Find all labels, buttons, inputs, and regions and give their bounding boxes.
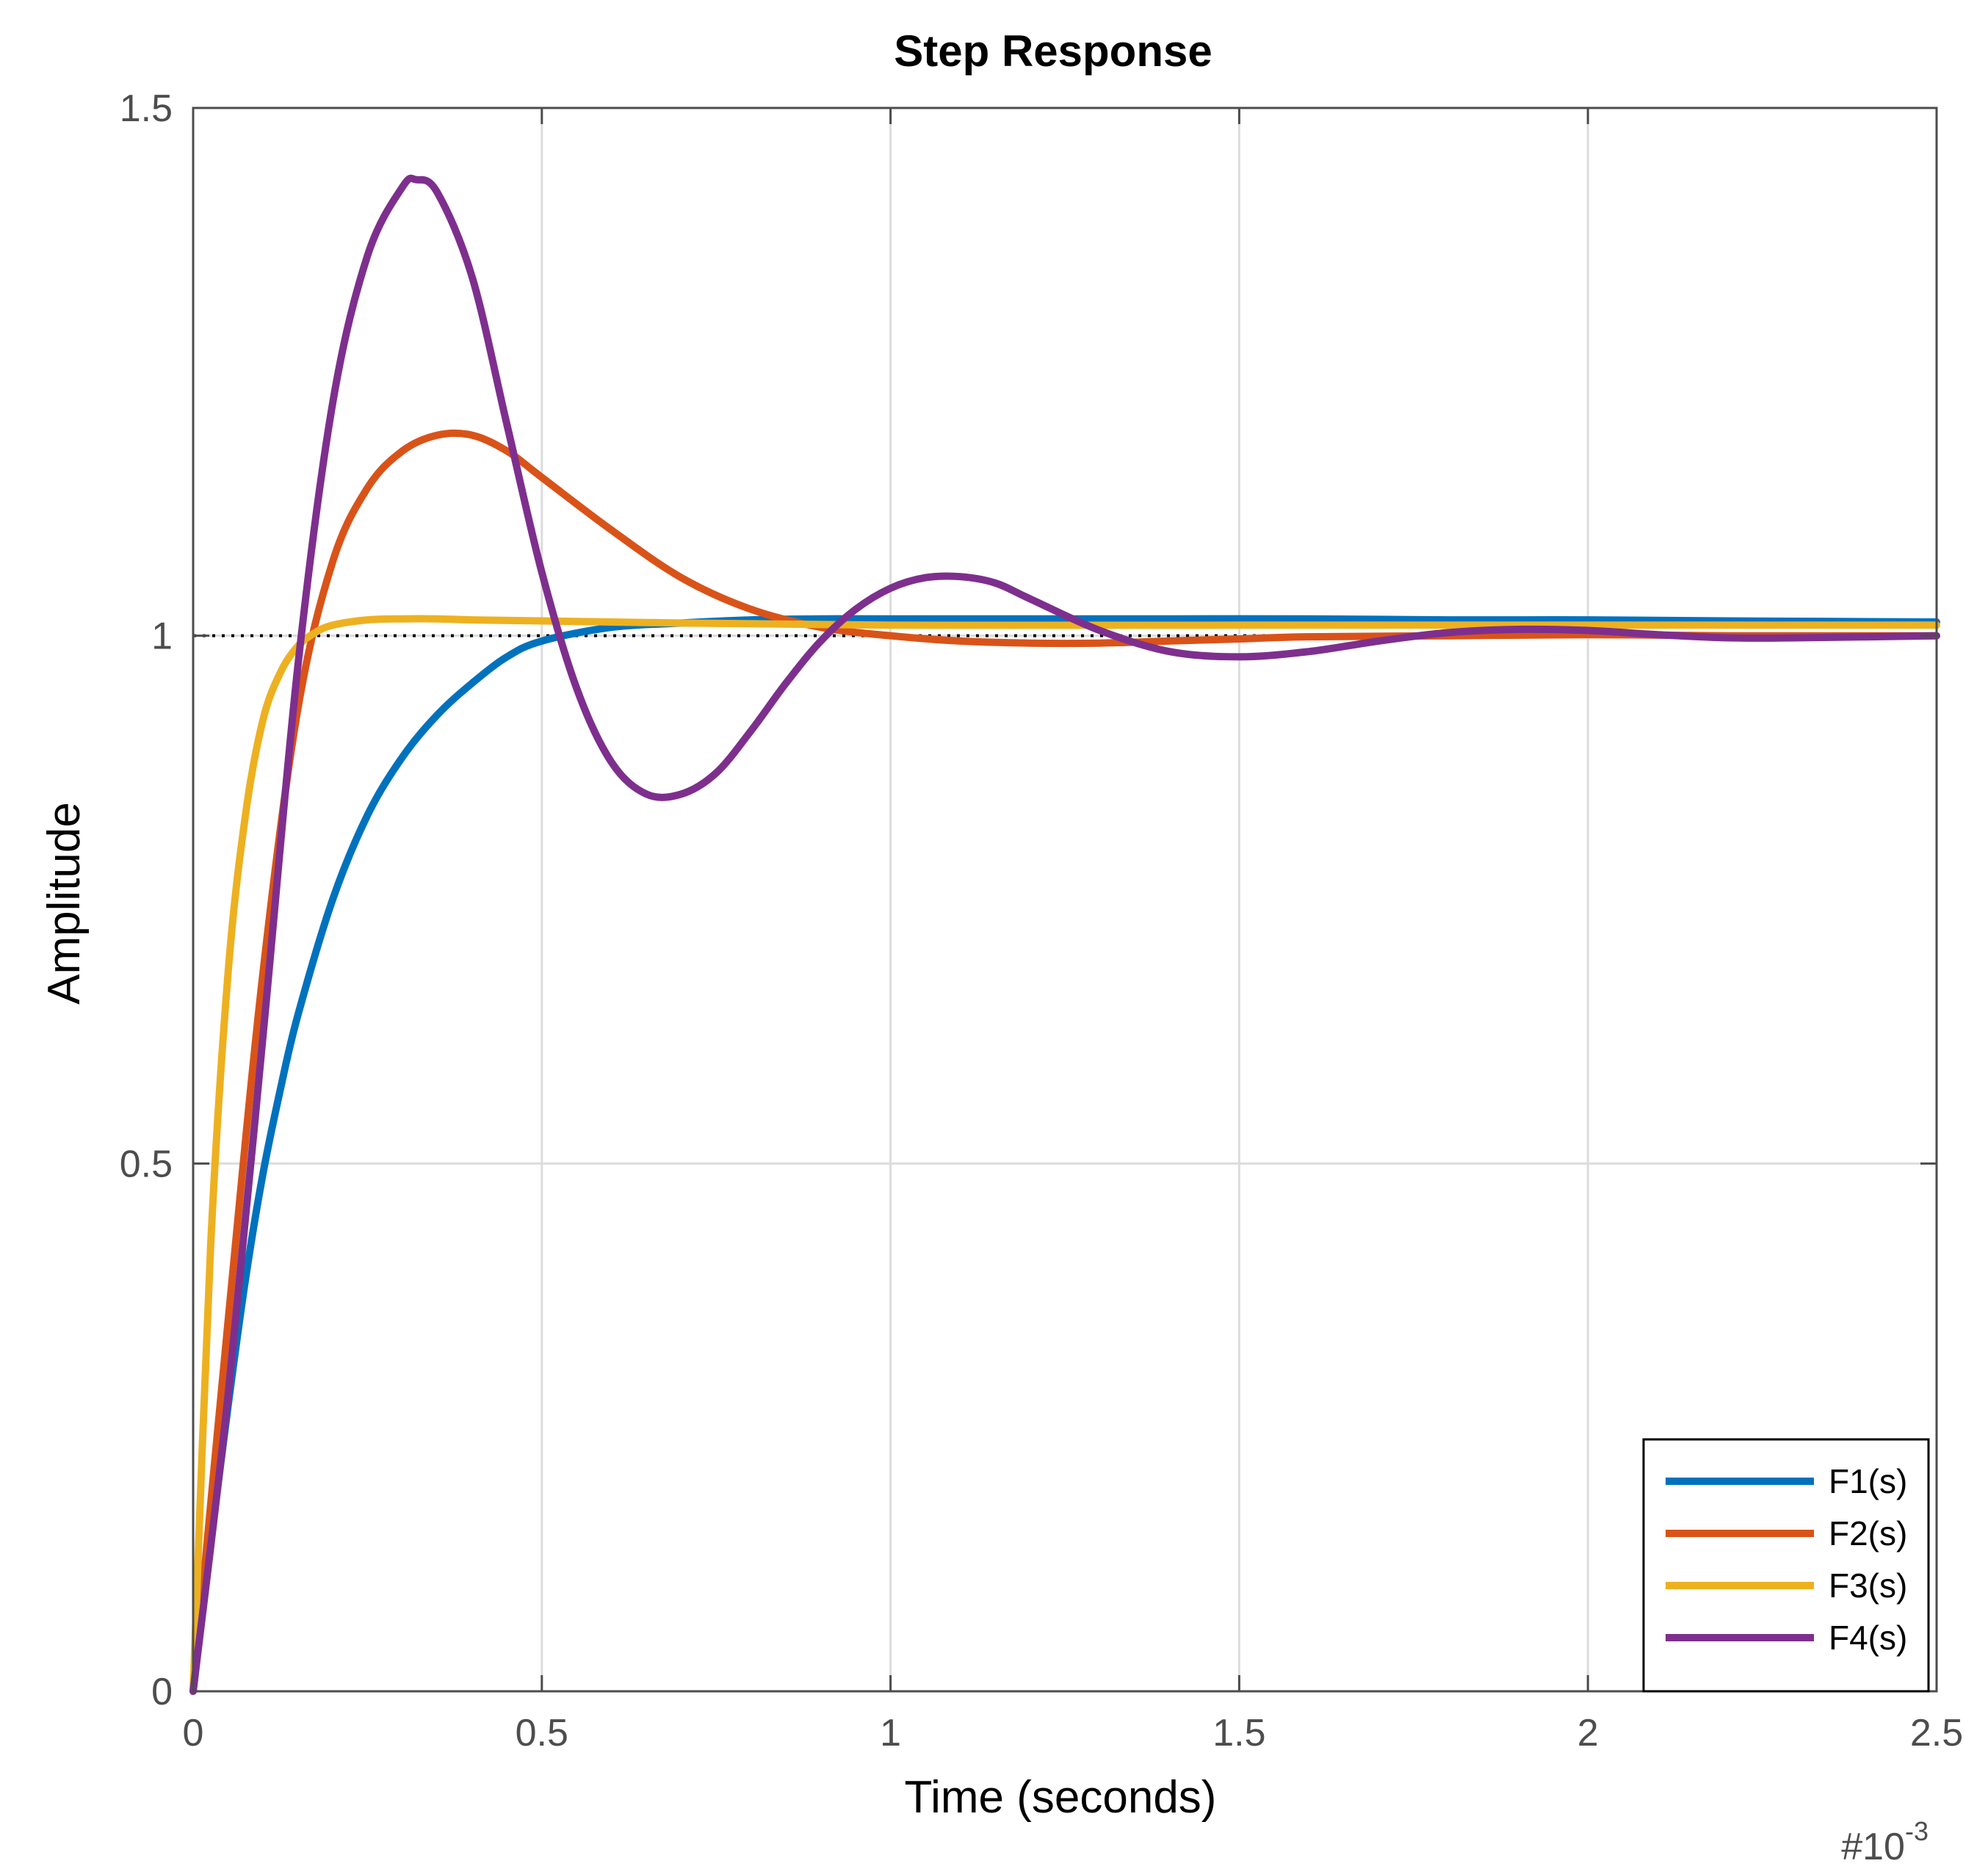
legend-label-f1: F1(s)	[1829, 1462, 1907, 1500]
series-line-f4	[189, 174, 1940, 1695]
plot-area-frame	[192, 106, 1938, 1693]
x-exponent-label: #10-3	[1841, 1816, 1929, 1868]
y-tick-labels: 0 0.5 1 1.5	[120, 87, 173, 1713]
series-lines	[189, 174, 1940, 1695]
legend: F1(s) F2(s) F3(s) F4(s)	[1642, 1438, 1930, 1693]
x-axis-label: Time (seconds)	[905, 1772, 1217, 1823]
chart-title: Step Response	[894, 26, 1212, 76]
x-exponent-power: -3	[1905, 1816, 1929, 1846]
x-tick-label: 1	[880, 1712, 901, 1754]
y-tick-label: 1.5	[120, 87, 173, 130]
x-exponent-base: #10	[1841, 1826, 1905, 1868]
x-tick-label: 1.5	[1212, 1712, 1265, 1754]
y-tick-label: 0	[151, 1671, 173, 1713]
x-tick-label: 2	[1577, 1712, 1599, 1754]
series-line-f1	[189, 615, 1940, 1695]
x-tick-label: 0	[183, 1712, 204, 1754]
x-tick-labels: 0 0.5 1 1.5 2 2.5	[183, 1712, 1964, 1754]
series-line-f3	[189, 615, 1940, 1695]
x-tick-label: 2.5	[1910, 1712, 1963, 1754]
legend-label-f3: F3(s)	[1829, 1566, 1907, 1605]
x-tick-label: 0.5	[516, 1712, 568, 1754]
legend-label-f4: F4(s)	[1829, 1619, 1907, 1657]
y-axis-label: Amplitude	[39, 802, 90, 1005]
y-tick-label: 0.5	[120, 1143, 173, 1185]
legend-label-f2: F2(s)	[1829, 1514, 1907, 1552]
y-tick-label: 1	[151, 615, 173, 658]
